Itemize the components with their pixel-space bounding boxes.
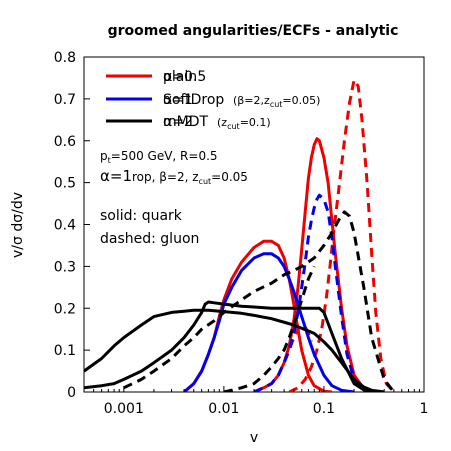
series-line-2 xyxy=(288,78,396,392)
legend-sub-mmdt: (zcut=0.1) xyxy=(217,116,271,131)
legend-label-softdrop-a: SoftDrop xyxy=(163,92,224,108)
y-tick-label: 0.2 xyxy=(54,301,76,317)
legend-label-plain-b: α=0.5 xyxy=(163,69,206,85)
series-line-0 xyxy=(253,137,379,392)
y-tick-label: 0.3 xyxy=(54,259,76,275)
y-tick-label: 0.6 xyxy=(54,134,76,150)
series-layer xyxy=(84,78,396,392)
legend-label-mmdt-a: mMDT xyxy=(163,114,208,130)
annotations: pt=500 GeV, R=0.5 α=1rop, β=2, zcut=0.05… xyxy=(100,149,248,247)
y-tick-label: 0.5 xyxy=(54,176,76,192)
x-tick-label: 0.001 xyxy=(104,401,144,417)
annotation-pt: pt=500 GeV, R=0.5 xyxy=(100,149,218,165)
legend-label-mmdt-b: α=2 xyxy=(163,114,193,130)
series-line-8 xyxy=(123,210,396,392)
legend-sub-softdrop: (β=2,zcut=0.05) xyxy=(233,94,320,109)
annotation-dashed: dashed: gluon xyxy=(100,231,199,247)
legend: plain α=0.5 SoftDrop α=1 (β=2,zcut=0.05)… xyxy=(106,69,320,131)
series-line-4 xyxy=(183,252,355,392)
y-axis-label: v/σ dσ/dv xyxy=(10,192,26,258)
y-tick-label: 0.1 xyxy=(54,343,76,359)
annotation-alpha: α=1rop, β=2, zcut=0.05 xyxy=(100,167,248,186)
x-tick-label: 0.01 xyxy=(208,401,239,417)
x-axis-label: v xyxy=(250,430,258,446)
chart-title: groomed angularities/ECFs - analytic xyxy=(108,23,399,39)
y-tick-label: 0.7 xyxy=(54,92,76,108)
y-tick-label: 0 xyxy=(67,385,76,401)
tick-layer: 0.001 0.01 0.1 1 0 0.1 0.2 0.3 0.4 0.5 0.6 0.7 0.8 xyxy=(54,50,429,417)
y-tick-label: 0.4 xyxy=(54,218,76,234)
legend-label-softdrop-b: α=1 xyxy=(163,92,193,108)
series-line-5 xyxy=(253,193,373,392)
plot-frame xyxy=(83,56,425,393)
series-line-7 xyxy=(84,300,385,392)
x-tick-label: 1 xyxy=(420,401,429,417)
legend-label-plain-a: plain xyxy=(163,69,197,85)
annotation-solid: solid: quark xyxy=(100,208,183,224)
y-tick-label: 0.8 xyxy=(54,50,76,66)
x-tick-label: 0.1 xyxy=(313,401,335,417)
